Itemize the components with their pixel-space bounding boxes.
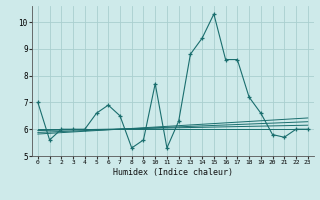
- X-axis label: Humidex (Indice chaleur): Humidex (Indice chaleur): [113, 168, 233, 177]
